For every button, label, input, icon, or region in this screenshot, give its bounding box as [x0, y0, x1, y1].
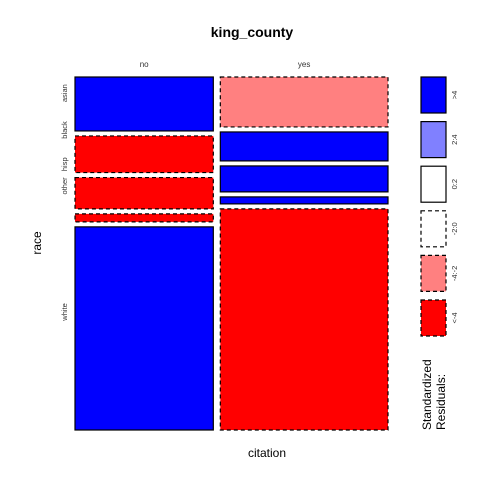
- tile-no-hisp: [74, 176, 214, 210]
- tile-yes-other: [219, 196, 389, 205]
- legend-swatch-4: [420, 254, 447, 292]
- row-label-white: white: [60, 303, 69, 322]
- column-label-yes: yes: [298, 60, 310, 69]
- tile-yes-black: [219, 131, 389, 162]
- legend-label-4: -4:-2: [450, 266, 459, 281]
- y-axis-label: race: [30, 231, 44, 255]
- tile-yes-hisp: [219, 165, 389, 193]
- column-label-no: no: [140, 60, 149, 69]
- legend-swatch-5: [420, 299, 447, 337]
- row-label-black: black: [60, 121, 69, 139]
- row-label-hisp: hisp: [60, 157, 69, 171]
- legend-title-line2: Residuals:: [434, 374, 448, 430]
- row-label-asian: asian: [60, 84, 69, 102]
- row-label-other: other: [60, 177, 69, 195]
- x-axis-label: citation: [247, 446, 287, 460]
- legend-swatch-0: [420, 76, 447, 114]
- tile-no-black: [74, 135, 214, 174]
- tile-no-white: [74, 226, 214, 431]
- tile-yes-asian: [219, 76, 389, 128]
- legend-label-0: >4: [450, 91, 459, 100]
- legend-label-2: 0:2: [450, 179, 459, 189]
- chart-title: king_county: [210, 24, 294, 40]
- legend-title: Standardized: [420, 359, 434, 430]
- legend-swatch-3: [420, 210, 447, 248]
- legend-label-5: <-4: [450, 312, 459, 323]
- tile-no-asian: [74, 76, 214, 132]
- legend-swatch-2: [420, 165, 447, 203]
- legend-label-3: -2:0: [450, 222, 459, 235]
- legend-swatch-1: [420, 120, 447, 159]
- tile-no-other: [74, 213, 214, 223]
- tile-yes-white: [219, 208, 389, 431]
- legend-label-1: 2:4: [450, 134, 459, 144]
